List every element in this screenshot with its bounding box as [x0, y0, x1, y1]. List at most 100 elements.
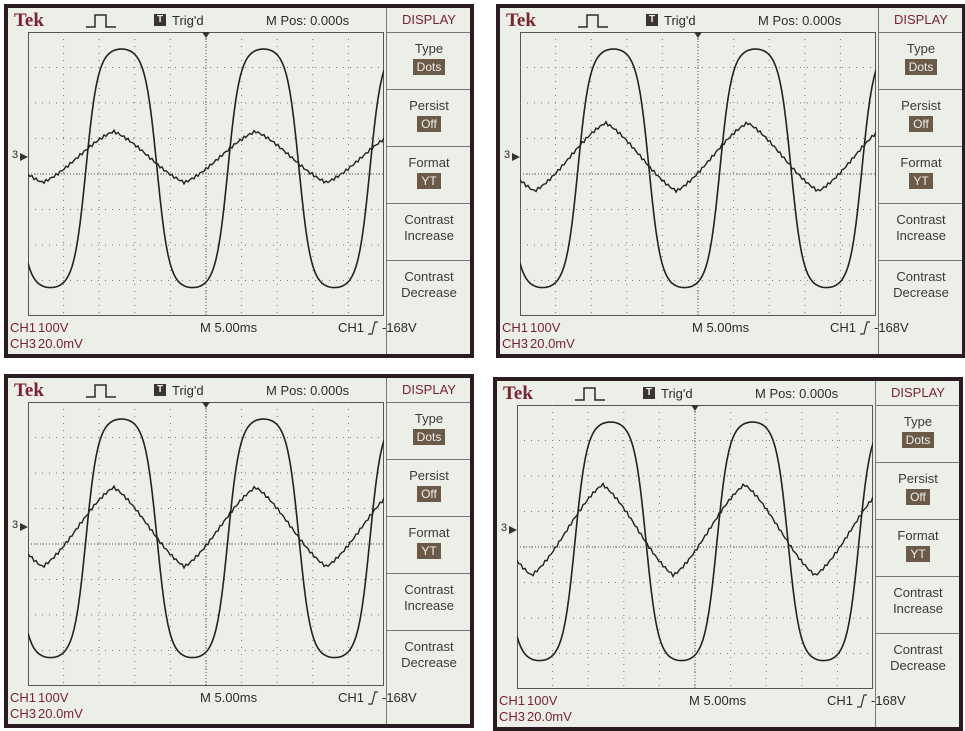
timebase: M 5.00ms — [200, 320, 258, 335]
menu-label: Persist — [409, 98, 449, 113]
m-pos: M Pos: 0.000s — [266, 13, 350, 28]
menu-button: Type Dots — [387, 32, 470, 90]
trigger-source: CH1 — [338, 690, 365, 705]
menu-button: Contrast Increase — [879, 203, 962, 261]
arrow — [509, 525, 517, 534]
menu-button: Format YT — [876, 519, 959, 577]
trig-status: Trig'd — [661, 386, 693, 401]
ch3-trace — [520, 120, 876, 194]
menu-button: Contrast Decrease — [879, 260, 962, 318]
scope-screen: Tek T Trig'd M Pos: 0.000s 3 DISPLAY Type Dots P… — [497, 381, 959, 727]
menu-label: Contrast Increase — [893, 585, 943, 616]
ch1-label: CH1 — [10, 690, 37, 705]
menu-value: Dots — [901, 432, 935, 448]
trigger-pulse-icon — [86, 14, 116, 28]
menu-button: Contrast Decrease — [387, 630, 470, 688]
graticule — [517, 405, 873, 689]
menu-title: DISPLAY — [402, 12, 456, 27]
trigger-pulse-icon — [575, 387, 605, 401]
trigger-source: CH1 — [830, 320, 857, 335]
m-pos: M Pos: 0.000s — [755, 386, 839, 401]
menu-label: Contrast Increase — [896, 212, 946, 243]
side-menu: DISPLAY Type Dots Persist Off Format YT Contras… — [878, 8, 962, 354]
slope — [368, 321, 378, 335]
menu-value: YT — [906, 546, 930, 562]
menu-button: Contrast Decrease — [876, 633, 959, 691]
side-menu: DISPLAY Type Dots Persist Off Format YT Contras… — [386, 378, 470, 724]
channel-marker: 3 — [501, 521, 508, 534]
brand: Tek — [14, 10, 44, 31]
menu-button: Format YT — [387, 516, 470, 574]
arrow — [512, 152, 520, 161]
slope — [860, 321, 870, 335]
trigger-slope-icon — [857, 694, 867, 708]
menu-label: Persist — [898, 471, 938, 486]
ch1-label: CH1 — [499, 693, 526, 708]
menu-button: Type Dots — [876, 405, 959, 463]
slope — [857, 694, 867, 708]
ch1-scale: 100V — [527, 693, 558, 708]
ch3-scale: 20.0mV — [527, 709, 572, 724]
menu-label: Persist — [901, 98, 941, 113]
trig-status: Trig'd — [172, 383, 204, 398]
menu-label: Contrast Increase — [404, 212, 454, 243]
scope-screen: Tek T Trig'd M Pos: 0.000s 3 DISPLAY Type Dots P… — [500, 8, 962, 354]
menu-label: Persist — [409, 468, 449, 483]
menu-button: Contrast Increase — [387, 203, 470, 261]
pulse — [86, 14, 116, 28]
trig-icon: T — [154, 384, 166, 396]
ch1-trace — [520, 48, 876, 289]
menu-label: Format — [897, 528, 939, 543]
trigger-position-arrow — [202, 402, 210, 408]
ch1-trace — [517, 421, 873, 662]
menu-button: Persist Off — [387, 89, 470, 147]
menu-label: Format — [408, 155, 450, 170]
trigger-pulse-icon — [86, 384, 116, 398]
menu-label: Format — [408, 525, 450, 540]
m-pos: M Pos: 0.000s — [266, 383, 350, 398]
trig-status: Trig'd — [664, 13, 696, 28]
ch3-label: CH3 — [10, 336, 37, 351]
ch1-label: CH1 — [502, 320, 529, 335]
menu-title: DISPLAY — [894, 12, 948, 27]
menu-button: Persist Off — [387, 459, 470, 517]
menu-button: Persist Off — [879, 89, 962, 147]
menu-button: Contrast Decrease — [387, 260, 470, 318]
trigger-position-arrow — [202, 32, 210, 38]
brand: Tek — [503, 383, 533, 404]
m-pos: M Pos: 0.000s — [758, 13, 842, 28]
menu-label: Type — [414, 411, 444, 426]
trigger-position-arrow — [691, 405, 699, 411]
trigger-level: -168V — [874, 320, 909, 335]
graticule — [28, 402, 384, 686]
menu-label: Contrast Decrease — [401, 639, 457, 670]
channel-marker: 3 — [12, 518, 19, 531]
menu-label: Contrast Increase — [404, 582, 454, 613]
menu-label: Type — [906, 41, 936, 56]
menu-label: Format — [900, 155, 942, 170]
scope-screen: Tek T Trig'd M Pos: 0.000s 3 DISPLAY Type Dots P… — [8, 378, 470, 724]
marker-arrow — [20, 152, 28, 161]
ch3-label: CH3 — [10, 706, 37, 721]
ch3-scale: 20.0mV — [38, 336, 83, 351]
ch3-label: CH3 — [502, 336, 529, 351]
menu-button: Type Dots — [879, 32, 962, 90]
scope-photo: Tek T Trig'd M Pos: 0.000s 3 DISPLAY Type Dots P… — [4, 4, 474, 358]
slope — [368, 691, 378, 705]
menu-value: Off — [906, 489, 930, 505]
menu-button: Persist Off — [876, 462, 959, 520]
side-menu: DISPLAY Type Dots Persist Off Format YT Contras… — [875, 381, 959, 727]
menu-button: Type Dots — [387, 402, 470, 460]
channel-marker: 3 — [12, 148, 19, 161]
marker-arrow — [20, 522, 28, 531]
ch1-trace — [28, 418, 384, 659]
ch3-label: CH3 — [499, 709, 526, 724]
side-menu: DISPLAY Type Dots Persist Off Format YT Contras… — [386, 8, 470, 354]
trigger-source: CH1 — [827, 693, 854, 708]
timebase: M 5.00ms — [692, 320, 750, 335]
ch1-scale: 100V — [38, 320, 69, 335]
trigger-position-arrow — [694, 32, 702, 38]
trigger-level: -168V — [382, 320, 417, 335]
marker-arrow — [509, 525, 517, 534]
